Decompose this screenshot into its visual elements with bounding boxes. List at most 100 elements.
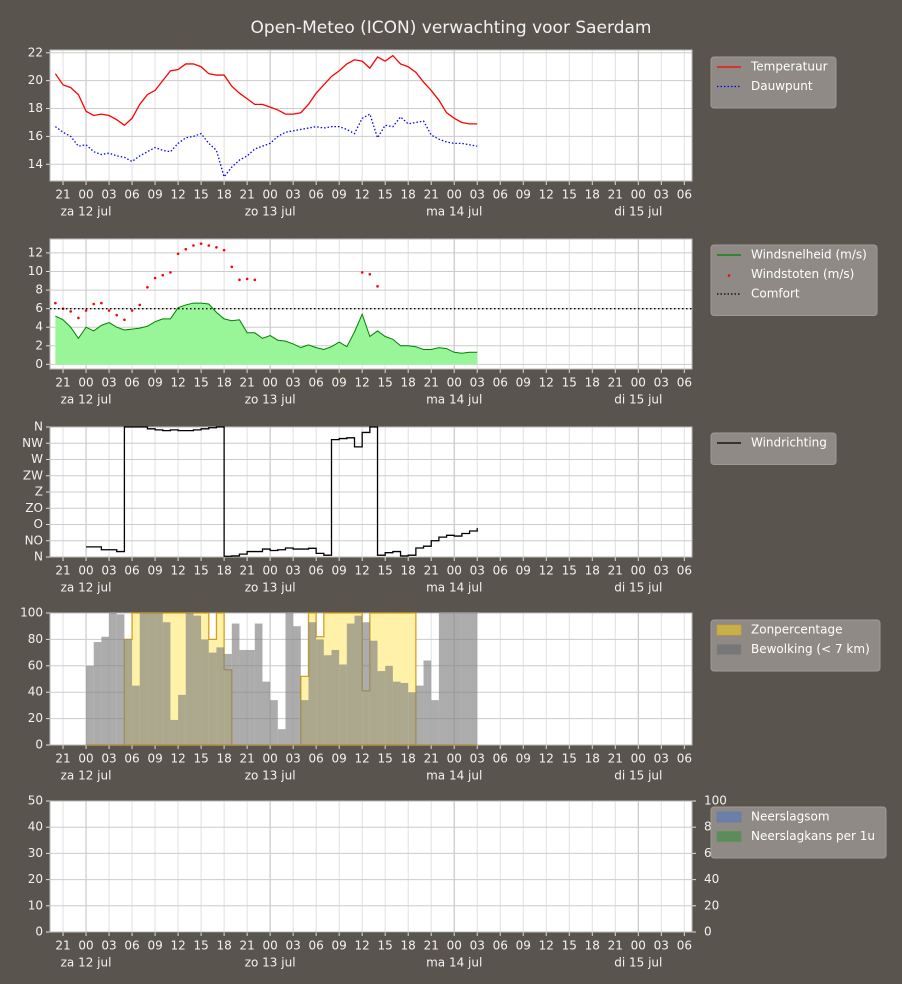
bar bbox=[408, 692, 416, 745]
bar bbox=[454, 613, 462, 745]
line-series bbox=[54, 54, 478, 127]
bar bbox=[147, 932, 152, 933]
x-tick-label: 03 bbox=[101, 188, 116, 202]
bar bbox=[151, 932, 156, 933]
bar bbox=[446, 932, 451, 933]
bar bbox=[450, 932, 455, 933]
bar bbox=[109, 932, 113, 933]
bar bbox=[86, 932, 90, 933]
x-tick-label: 06 bbox=[493, 752, 508, 766]
x-tick-label: 09 bbox=[332, 564, 347, 578]
bar bbox=[86, 665, 94, 745]
y-tick-label: 20 bbox=[28, 711, 43, 725]
y-tick-label: 50 bbox=[28, 794, 43, 808]
y-tick-label: W bbox=[31, 452, 43, 466]
x-tick-label: 06 bbox=[493, 188, 508, 202]
bar bbox=[438, 932, 443, 933]
day-label: ma 14 jul bbox=[426, 205, 482, 219]
bar bbox=[392, 932, 397, 933]
bar bbox=[331, 932, 336, 933]
bar bbox=[438, 613, 447, 745]
line-series bbox=[54, 113, 478, 179]
bar bbox=[415, 685, 424, 745]
gust-dot bbox=[115, 313, 119, 317]
y2-tick-label: 20 bbox=[704, 898, 719, 912]
day-label: ma 14 jul bbox=[426, 769, 482, 783]
x-tick-label: 03 bbox=[286, 939, 301, 953]
bar bbox=[224, 932, 228, 933]
x-tick-label: 15 bbox=[378, 939, 393, 953]
legend-box bbox=[710, 432, 837, 465]
bar bbox=[193, 615, 202, 745]
y-tick-label: NW bbox=[22, 436, 43, 450]
x-tick-label: 12 bbox=[170, 188, 185, 202]
x-tick-label: 18 bbox=[585, 752, 600, 766]
bar bbox=[193, 932, 198, 933]
x-tick-label: 00 bbox=[78, 564, 93, 578]
bar bbox=[243, 932, 248, 933]
bar bbox=[458, 932, 462, 933]
bar bbox=[132, 685, 140, 745]
x-tick-label: 15 bbox=[193, 188, 208, 202]
x-tick-label: 21 bbox=[608, 188, 623, 202]
x-tick-label: 21 bbox=[55, 188, 70, 202]
x-tick-label: 18 bbox=[216, 564, 231, 578]
y-tick-label: 2 bbox=[35, 338, 43, 352]
plot-area bbox=[49, 800, 693, 933]
x-tick-label: 00 bbox=[447, 939, 462, 953]
x-tick-label: 06 bbox=[309, 564, 324, 578]
bar bbox=[381, 932, 386, 933]
x-tick-label: 09 bbox=[516, 752, 531, 766]
bar bbox=[300, 932, 305, 933]
x-tick-label: 00 bbox=[78, 752, 93, 766]
bar bbox=[181, 932, 186, 933]
x-tick-label: 12 bbox=[539, 564, 554, 578]
x-tick-label: 21 bbox=[608, 939, 623, 953]
x-tick-label: 09 bbox=[147, 188, 162, 202]
bar bbox=[358, 932, 363, 933]
bar bbox=[427, 932, 432, 933]
bar bbox=[270, 932, 274, 933]
bar bbox=[216, 647, 225, 745]
bar bbox=[469, 613, 478, 745]
x-tick-label: 00 bbox=[78, 376, 93, 390]
x-tick-label: 00 bbox=[78, 939, 93, 953]
x-tick-label: 03 bbox=[286, 564, 301, 578]
day-label: di 15 jul bbox=[614, 956, 662, 970]
bar bbox=[116, 614, 125, 745]
bar bbox=[101, 932, 106, 933]
y-tick-label: 40 bbox=[28, 685, 43, 699]
day-label: di 15 jul bbox=[614, 581, 662, 595]
y-tick-label: N bbox=[34, 420, 43, 434]
bar bbox=[404, 932, 409, 933]
bar bbox=[296, 932, 301, 933]
bar bbox=[208, 652, 217, 745]
bar bbox=[147, 613, 156, 745]
gust-dot bbox=[77, 316, 80, 320]
bar bbox=[270, 700, 278, 745]
x-tick-label: 03 bbox=[470, 376, 485, 390]
bar bbox=[289, 932, 294, 933]
legend-label: Dauwpunt bbox=[751, 79, 813, 93]
x-tick-label: 00 bbox=[631, 752, 646, 766]
gust-dot bbox=[100, 301, 103, 305]
x-tick-label: 15 bbox=[193, 376, 208, 390]
x-tick-label: 06 bbox=[677, 376, 692, 390]
legend: Zonpercentage Bewolking (< 7 km) bbox=[710, 619, 881, 672]
bar bbox=[273, 932, 278, 933]
bar bbox=[354, 932, 359, 933]
bar bbox=[316, 639, 324, 745]
bar bbox=[231, 623, 240, 745]
x-tick-label: 21 bbox=[608, 752, 623, 766]
bar bbox=[208, 932, 213, 933]
y-tick-label: 14 bbox=[28, 157, 43, 171]
bar bbox=[116, 932, 121, 933]
day-label: zo 13 jul bbox=[245, 581, 296, 595]
bar bbox=[185, 613, 194, 745]
x-tick-label: 12 bbox=[539, 939, 554, 953]
x-tick-label: 18 bbox=[401, 564, 416, 578]
bar bbox=[446, 613, 455, 745]
x-tick-label: 09 bbox=[147, 564, 162, 578]
x-tick-label: 15 bbox=[562, 752, 577, 766]
gust-dot bbox=[123, 318, 126, 322]
